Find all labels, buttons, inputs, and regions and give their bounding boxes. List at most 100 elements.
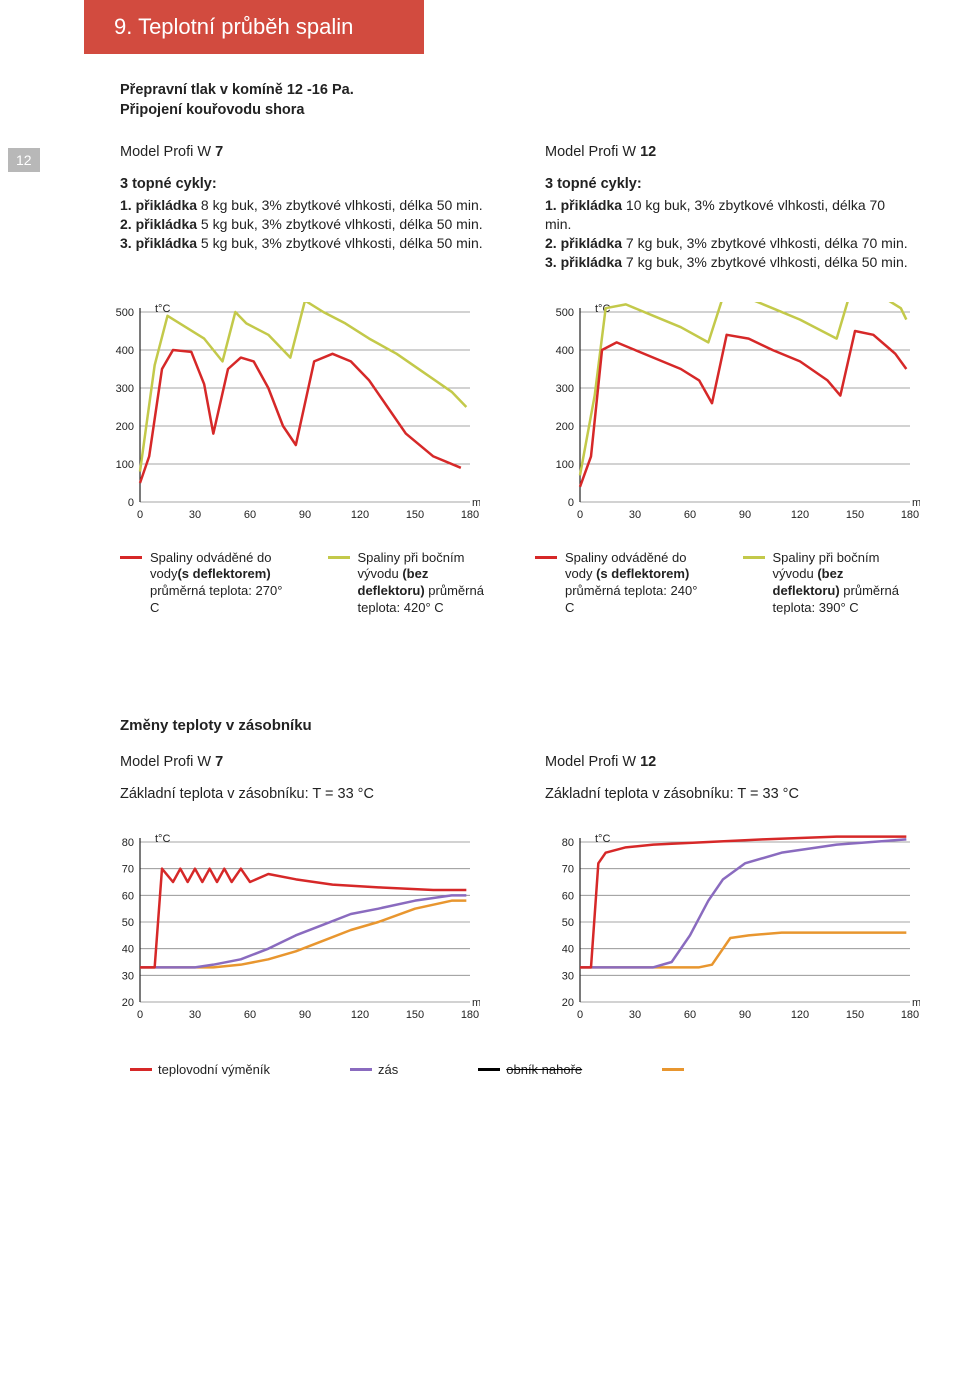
- svg-text:90: 90: [299, 509, 311, 521]
- svg-text:min: min: [912, 997, 920, 1009]
- svg-text:300: 300: [116, 383, 134, 395]
- legend-swatch: [743, 556, 765, 559]
- legend-swatch: [662, 1068, 684, 1071]
- svg-text:30: 30: [189, 1009, 201, 1021]
- legend-item: Spaliny při bočním vývodu (bez deflektor…: [743, 550, 911, 618]
- s2-left-num: 7: [215, 754, 223, 770]
- svg-text:30: 30: [629, 1009, 641, 1021]
- svg-text:90: 90: [299, 1009, 311, 1021]
- svg-text:min.: min.: [472, 997, 480, 1009]
- svg-text:60: 60: [122, 890, 134, 902]
- svg-text:60: 60: [562, 890, 574, 902]
- legend-swatch: [350, 1068, 372, 1071]
- legend-label: teplovodní výměník: [158, 1062, 270, 1077]
- legend-swatch: [120, 556, 142, 559]
- svg-text:120: 120: [351, 509, 369, 521]
- top-chart-right-wrap: 01002003004005000306090120150180t°Cmin: [540, 302, 920, 532]
- section2-heading: Změny teploty v zásobníku: [120, 717, 910, 734]
- cycle-line: 1. přikládka 10 kg buk, 3% zbytkové vlhk…: [545, 196, 910, 234]
- model-left-prefix: Model Profi W: [120, 144, 215, 160]
- svg-text:120: 120: [791, 509, 809, 521]
- bottom-chart-left-wrap: 203040506070800306090120150180t°Cmin.: [100, 832, 480, 1032]
- cycle-line: 1. přikládka 8 kg buk, 3% zbytkové vlhko…: [120, 196, 485, 215]
- cycles-right-title: 3 topné cykly:: [545, 176, 910, 192]
- svg-text:20: 20: [562, 997, 574, 1009]
- svg-text:120: 120: [351, 1009, 369, 1021]
- svg-text:180: 180: [461, 1009, 479, 1021]
- section2-right: Model Profi W 12 Základní teplota v záso…: [545, 754, 910, 802]
- svg-text:30: 30: [189, 509, 201, 521]
- section2-right-model: Model Profi W 12: [545, 754, 910, 770]
- svg-text:100: 100: [556, 459, 574, 471]
- svg-text:80: 80: [122, 837, 134, 849]
- svg-text:120: 120: [791, 1009, 809, 1021]
- svg-text:30: 30: [122, 970, 134, 982]
- svg-text:50: 50: [562, 917, 574, 929]
- svg-text:300: 300: [556, 383, 574, 395]
- legend-swatch: [535, 556, 557, 559]
- legend-swatch: [478, 1068, 500, 1071]
- svg-text:150: 150: [406, 509, 424, 521]
- model-left-title: Model Profi W 7: [120, 144, 485, 160]
- top-charts-row: 01002003004005000306090120150180t°Cmin 0…: [100, 302, 910, 532]
- svg-text:60: 60: [244, 1009, 256, 1021]
- svg-text:min: min: [472, 497, 480, 509]
- svg-text:150: 150: [846, 1009, 864, 1021]
- section2-left-model: Model Profi W 7: [120, 754, 485, 770]
- model-right-title: Model Profi W 12: [545, 144, 910, 160]
- svg-text:0: 0: [577, 1009, 583, 1021]
- legend-swatch: [130, 1068, 152, 1071]
- legend-text: Spaliny při bočním vývodu (bez deflektor…: [358, 550, 496, 618]
- legend-item: Spaliny odváděné do vody(s deflektorem) …: [120, 550, 288, 618]
- svg-text:0: 0: [577, 509, 583, 521]
- svg-text:t°C: t°C: [155, 833, 170, 845]
- svg-text:80: 80: [562, 837, 574, 849]
- model-columns: Model Profi W 7 3 topné cykly: 1. přiklá…: [120, 144, 910, 272]
- svg-text:90: 90: [739, 509, 751, 521]
- svg-text:200: 200: [116, 421, 134, 433]
- s2-right-num: 12: [640, 754, 656, 770]
- svg-text:150: 150: [846, 509, 864, 521]
- model-left-num: 7: [215, 144, 223, 160]
- cycle-line: 2. přikládka 5 kg buk, 3% zbytkové vlhko…: [120, 215, 485, 234]
- svg-text:100: 100: [116, 459, 134, 471]
- section2-cols: Model Profi W 7 Základní teplota v zásob…: [120, 754, 910, 802]
- legend-item: zás: [350, 1062, 398, 1077]
- svg-text:150: 150: [406, 1009, 424, 1021]
- legend-text: Spaliny odváděné do vody(s deflektorem) …: [150, 550, 288, 618]
- svg-text:60: 60: [244, 509, 256, 521]
- bottom-charts-row: 203040506070800306090120150180t°Cmin. 20…: [100, 832, 910, 1032]
- svg-text:t°C: t°C: [595, 833, 610, 845]
- top-chart-left: 01002003004005000306090120150180t°Cmin: [100, 302, 480, 532]
- cycle-line: 3. přikládka 5 kg buk, 3% zbytkové vlhko…: [120, 234, 485, 253]
- svg-text:20: 20: [122, 997, 134, 1009]
- model-left-col: Model Profi W 7 3 topné cykly: 1. přiklá…: [120, 144, 485, 272]
- top-chart-right: 01002003004005000306090120150180t°Cmin: [540, 302, 920, 532]
- svg-text:t°C: t°C: [155, 303, 170, 315]
- svg-text:0: 0: [137, 509, 143, 521]
- svg-text:180: 180: [901, 509, 919, 521]
- legend-text: Spaliny odváděné do vody (s deflektorem)…: [565, 550, 703, 618]
- cycle-line: 3. přikládka 7 kg buk, 3% zbytkové vlhko…: [545, 253, 910, 272]
- section2-left-base: Základní teplota v zásobníku: T = 33 °C: [120, 786, 485, 802]
- legend-item: [662, 1062, 690, 1077]
- s2-left-prefix: Model Profi W: [120, 754, 215, 770]
- cycle-line: 2. přikládka 7 kg buk, 3% zbytkové vlhko…: [545, 234, 910, 253]
- svg-text:60: 60: [684, 1009, 696, 1021]
- top-chart-left-wrap: 01002003004005000306090120150180t°Cmin: [100, 302, 480, 532]
- svg-text:60: 60: [684, 509, 696, 521]
- legend-swatch: [328, 556, 350, 559]
- svg-text:30: 30: [629, 509, 641, 521]
- svg-text:min: min: [912, 497, 920, 509]
- legend-item: teplovodní výměník: [130, 1062, 270, 1077]
- legend-item: obník nahoře: [478, 1062, 582, 1077]
- svg-text:0: 0: [128, 497, 134, 509]
- svg-text:70: 70: [562, 864, 574, 876]
- legend-text: Spaliny při bočním vývodu (bez deflektor…: [773, 550, 911, 618]
- svg-text:200: 200: [556, 421, 574, 433]
- top-legend-row: Spaliny odváděné do vody(s deflektorem) …: [120, 550, 910, 618]
- legend-label: obník nahoře: [506, 1062, 582, 1077]
- svg-text:180: 180: [461, 509, 479, 521]
- legend-item: Spaliny odváděné do vody (s deflektorem)…: [535, 550, 703, 618]
- page-title: 9. Teplotní průběh spalin: [84, 0, 424, 54]
